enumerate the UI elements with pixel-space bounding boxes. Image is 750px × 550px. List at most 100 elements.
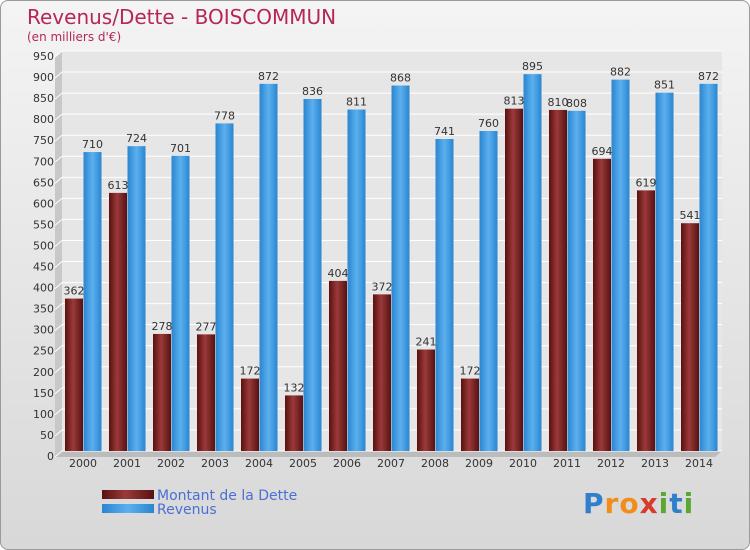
y-tick-label: 450: [33, 261, 54, 274]
data-label: 882: [610, 66, 631, 79]
data-label: 277: [196, 320, 217, 333]
proxiti-logo: Proxiti: [583, 487, 694, 520]
y-tick-label: 950: [33, 50, 54, 63]
bar-revenus: [127, 146, 146, 451]
legend-label: Montant de la Dette: [157, 488, 297, 504]
bar-dette: [461, 378, 479, 451]
bar-dette: [417, 349, 435, 451]
bar-revenus: [479, 131, 498, 451]
bar-revenus: [435, 139, 454, 451]
data-label: 172: [460, 365, 481, 378]
data-label: 872: [258, 70, 279, 83]
legend-swatch: [102, 490, 154, 499]
data-label: 404: [328, 267, 349, 280]
gridline-wall: [54, 50, 63, 58]
bars: 362 710 613 724 278 701 277 778 172 872 132 836 404 8…: [64, 60, 719, 452]
data-label: 710: [82, 138, 103, 151]
gridline-wall: [54, 282, 63, 289]
data-label: 278: [152, 320, 173, 333]
gridline-wall: [54, 261, 63, 268]
x-tick-label: 2002: [157, 457, 185, 470]
logo-letter: i: [658, 487, 670, 520]
data-label: 694: [592, 145, 613, 158]
y-tick-label: 250: [33, 345, 54, 358]
bar-revenus: [567, 110, 586, 451]
data-label: 808: [566, 97, 587, 110]
gridline-wall: [54, 429, 63, 437]
logo-letter: r: [604, 487, 620, 520]
gridline-wall: [54, 71, 63, 79]
gridline-wall: [54, 450, 63, 458]
data-label: 619: [636, 176, 657, 189]
data-label: 132: [284, 381, 305, 394]
bar-revenus: [171, 155, 190, 451]
x-tick-label: 2014: [685, 457, 713, 470]
data-label: 724: [126, 132, 147, 145]
data-label: 872: [698, 70, 719, 83]
legend-swatch: [102, 504, 154, 513]
x-tick-label: 2008: [421, 457, 449, 470]
bar-revenus: [391, 85, 410, 452]
data-label: 836: [302, 85, 323, 98]
y-tick-label: 150: [33, 387, 54, 400]
bar-revenus: [215, 123, 234, 451]
data-label: 541: [680, 209, 701, 222]
x-tick-label: 2012: [597, 457, 625, 470]
y-axis-ticks: 0 50 100 150 200 250 300 350 400 450 500 550 600 650 7…: [33, 50, 54, 463]
x-tick-label: 2001: [113, 457, 141, 470]
y-tick-label: 550: [33, 218, 54, 231]
data-label: 778: [214, 109, 235, 122]
data-label: 810: [548, 96, 569, 109]
x-tick-label: 2004: [245, 457, 273, 470]
data-label: 701: [170, 142, 191, 155]
y-tick-label: 400: [33, 282, 54, 295]
bar-dette: [505, 108, 523, 452]
chart-title: Revenus/Dette - BOISCOMMUN: [27, 5, 337, 29]
gridline-wall: [54, 113, 63, 121]
data-label: 811: [346, 96, 367, 109]
y-tick-label: 700: [33, 155, 54, 168]
bar-dette: [65, 298, 83, 451]
y-tick-label: 0: [47, 450, 54, 463]
logo-letter: i: [683, 487, 695, 520]
x-tick-label: 2005: [289, 457, 317, 470]
gridline-wall: [54, 155, 63, 163]
bar-dette: [637, 190, 655, 452]
gridline-wall: [54, 197, 63, 205]
bar-revenus: [347, 109, 366, 452]
bar-dette: [109, 192, 127, 452]
x-tick-label: 2000: [69, 457, 97, 470]
bar-revenus: [611, 79, 630, 451]
data-label: 362: [64, 285, 85, 298]
x-tick-label: 2006: [333, 457, 361, 470]
gridline-wall: [54, 366, 63, 374]
gridline-wall: [54, 303, 63, 311]
y-tick-label: 300: [33, 324, 54, 337]
data-label: 172: [240, 365, 261, 378]
y-tick-label: 350: [33, 303, 54, 316]
y-axis-wall: [55, 51, 62, 457]
bar-dette: [285, 395, 303, 451]
data-label: 851: [654, 79, 675, 92]
bar-dette: [549, 109, 567, 452]
data-label: 241: [416, 336, 437, 349]
x-tick-label: 2010: [509, 457, 537, 470]
bar-revenus: [655, 92, 674, 452]
bar-dette: [373, 294, 391, 451]
gridline-wall: [54, 324, 63, 332]
gridline-wall: [54, 219, 63, 226]
bar-dette: [681, 223, 699, 451]
y-tick-label: 50: [40, 429, 54, 442]
x-tick-label: 2007: [377, 457, 405, 470]
y-tick-label: 750: [33, 134, 54, 147]
logo-letter: o: [619, 487, 640, 520]
x-tick-label: 2009: [465, 457, 493, 470]
logo-letter: t: [669, 487, 684, 520]
logo-letter: P: [583, 487, 605, 520]
legend-label: Revenus: [157, 502, 217, 518]
bar-dette: [593, 158, 611, 451]
y-tick-label: 650: [33, 176, 54, 189]
data-label: 868: [390, 72, 411, 85]
